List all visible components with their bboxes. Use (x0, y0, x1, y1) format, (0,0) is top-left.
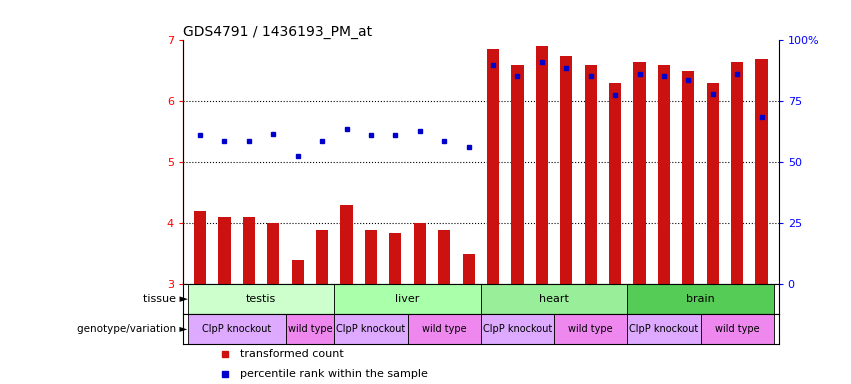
Bar (481, 314, 554, 344)
Text: percentile rank within the sample: percentile rank within the sample (240, 369, 427, 379)
Text: GDS4791 / 1436193_PM_at: GDS4791 / 1436193_PM_at (183, 25, 372, 39)
Bar (408, 314, 481, 344)
Bar (243, 217, 255, 285)
Bar (285, 314, 334, 344)
Bar (658, 65, 670, 285)
Bar (627, 314, 700, 344)
Bar (706, 83, 719, 285)
Bar (316, 230, 328, 285)
Bar (462, 254, 475, 285)
Text: wild type: wild type (422, 324, 466, 334)
Bar (365, 230, 377, 285)
Bar (334, 285, 481, 314)
Bar (438, 230, 450, 285)
Bar (511, 65, 523, 285)
Bar (554, 314, 627, 344)
Bar (627, 285, 774, 314)
Text: transformed count: transformed count (240, 349, 343, 359)
Text: liver: liver (396, 295, 420, 305)
Bar (481, 285, 627, 314)
Bar (536, 46, 548, 285)
Text: tissue ►: tissue ► (143, 295, 188, 305)
Text: wild type: wild type (568, 324, 613, 334)
Text: genotype/variation ►: genotype/variation ► (77, 324, 188, 334)
Bar (700, 314, 774, 344)
Text: ClpP knockout: ClpP knockout (483, 324, 552, 334)
Text: wild type: wild type (715, 324, 759, 334)
Bar (389, 233, 402, 285)
Bar (340, 205, 352, 285)
Bar (560, 56, 573, 285)
Bar (188, 285, 334, 314)
Bar (487, 50, 500, 285)
Bar (292, 260, 304, 285)
Bar (633, 62, 646, 285)
Text: ClpP knockout: ClpP knockout (629, 324, 699, 334)
Text: ClpP knockout: ClpP knockout (336, 324, 406, 334)
Bar (267, 223, 279, 285)
Bar (585, 65, 597, 285)
Bar (731, 62, 743, 285)
Bar (194, 211, 206, 285)
Bar (756, 59, 768, 285)
Bar (683, 71, 694, 285)
Bar (219, 217, 231, 285)
Text: ClpP knockout: ClpP knockout (202, 324, 271, 334)
Text: brain: brain (686, 295, 715, 305)
Bar (334, 314, 408, 344)
Bar (188, 314, 285, 344)
Text: testis: testis (246, 295, 277, 305)
Bar (609, 83, 621, 285)
Text: wild type: wild type (288, 324, 332, 334)
Bar (414, 223, 426, 285)
Text: heart: heart (540, 295, 569, 305)
